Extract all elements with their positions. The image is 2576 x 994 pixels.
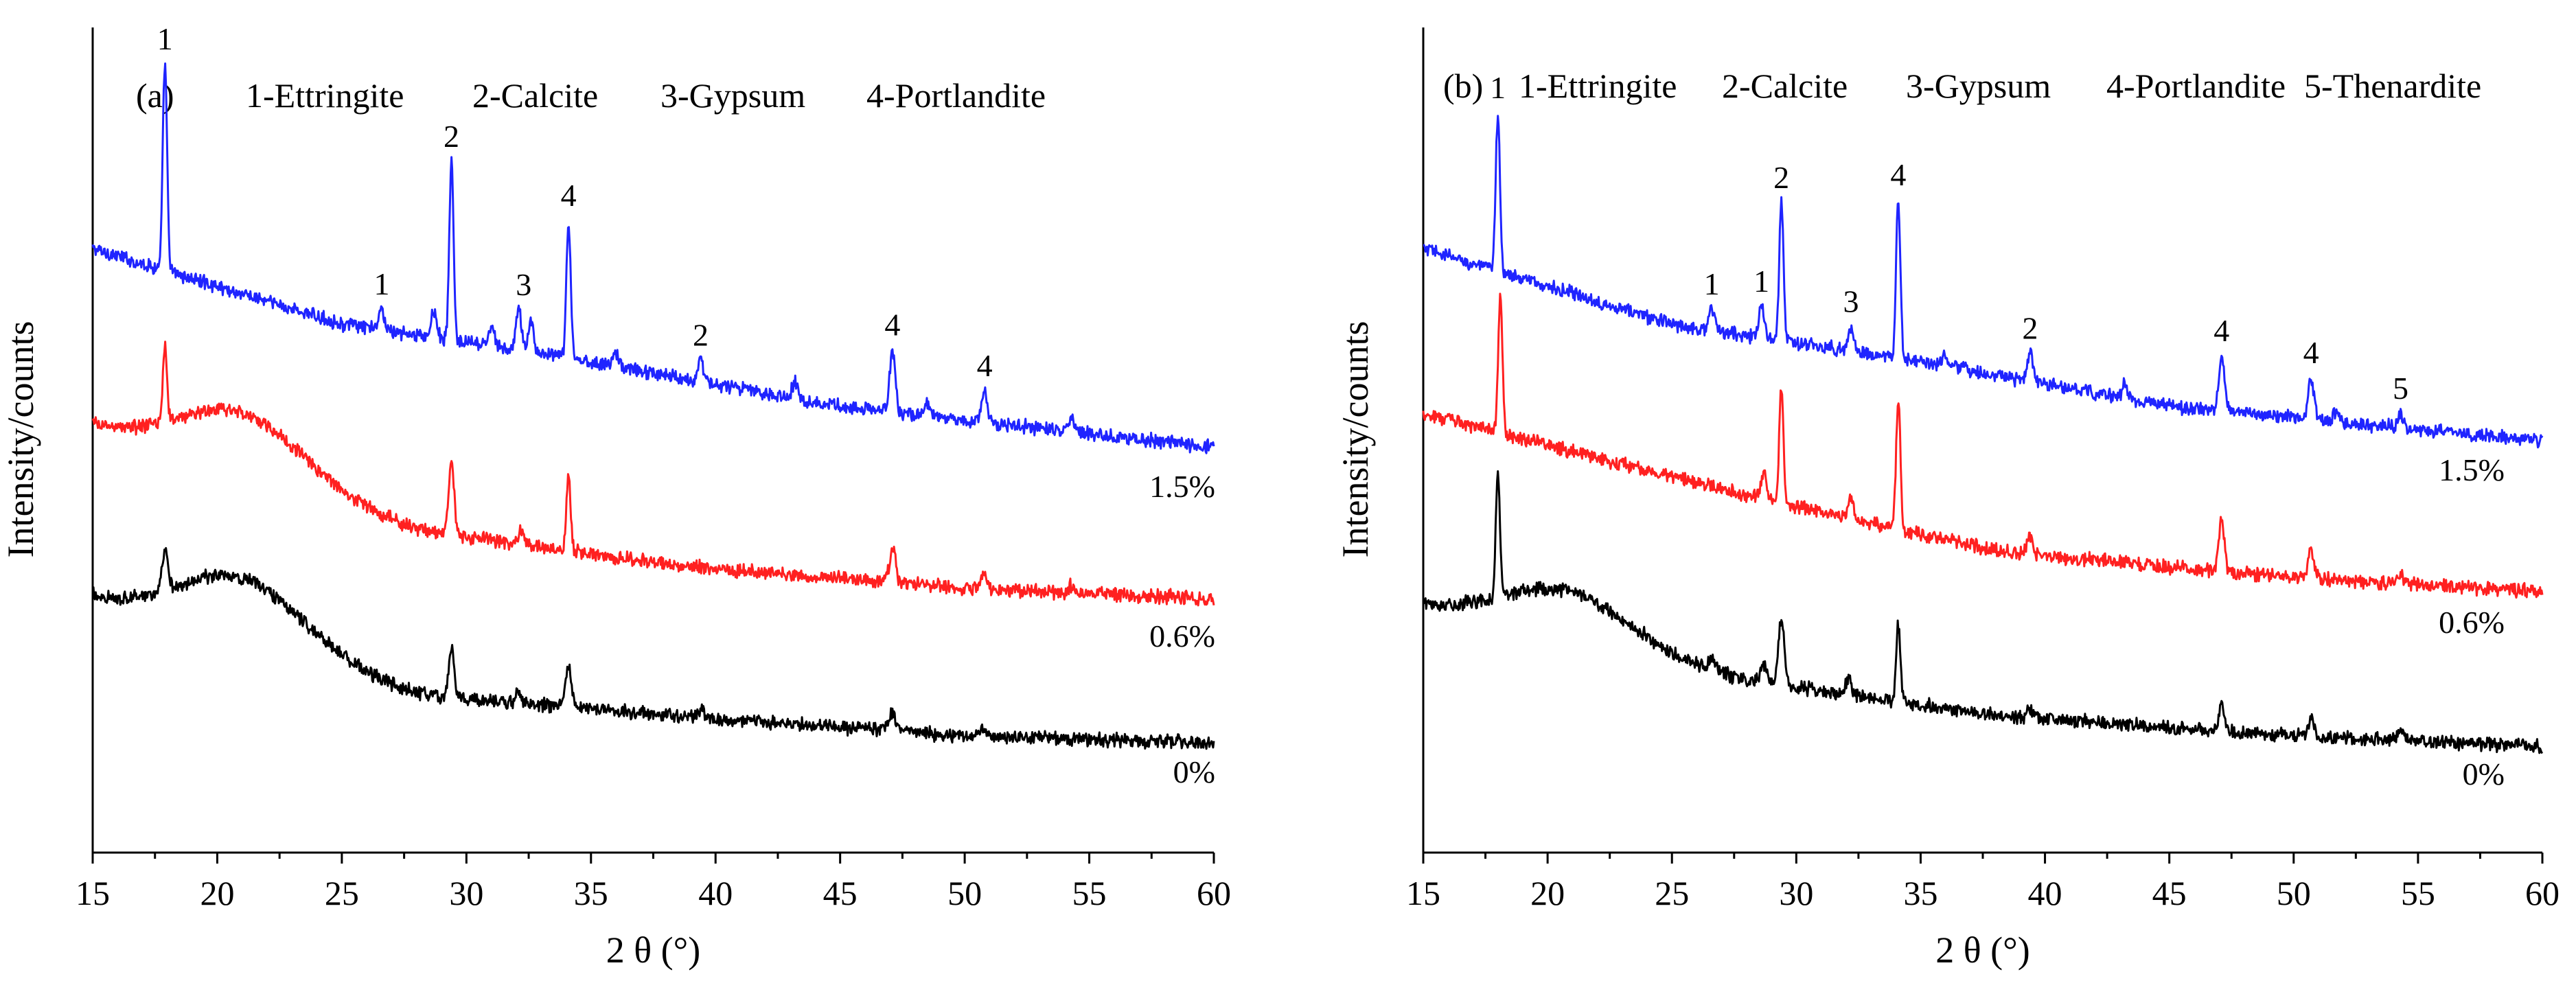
peak-label: 1 bbox=[1704, 266, 1720, 301]
peak-label: 4 bbox=[2303, 335, 2319, 370]
peak-label: 4 bbox=[2213, 313, 2229, 348]
x-tick-label: 20 bbox=[200, 874, 234, 912]
series-line-15pct bbox=[91, 62, 1215, 454]
legend-entry: 2-Calcite bbox=[1722, 67, 1848, 105]
peak-label: 4 bbox=[884, 307, 900, 342]
peak-label: 2 bbox=[1773, 160, 1789, 195]
series-label: 1.5% bbox=[2439, 452, 2505, 487]
peak-label: 1 bbox=[157, 21, 173, 56]
x-tick-label: 45 bbox=[2152, 874, 2187, 912]
series-line-0pct bbox=[1422, 470, 2544, 754]
x-tick-label: 15 bbox=[76, 874, 110, 912]
legend-entry: 3-Gypsum bbox=[1906, 67, 2051, 105]
x-tick-label: 40 bbox=[2028, 874, 2062, 912]
x-tick-label: 45 bbox=[823, 874, 858, 912]
x-tick-label: 30 bbox=[449, 874, 483, 912]
x-tick-label: 55 bbox=[1072, 874, 1107, 912]
series-line-0pct bbox=[91, 546, 1215, 750]
series-label: 0.6% bbox=[1149, 619, 1215, 654]
series-line-06pct bbox=[91, 340, 1215, 607]
peak-label: 4 bbox=[977, 348, 993, 383]
peak-label: 1 bbox=[1753, 264, 1769, 299]
x-tick-label: 55 bbox=[2401, 874, 2435, 912]
legend-entry: 1-Ettringite bbox=[246, 76, 404, 115]
legend-entry: 1-Ettringite bbox=[1519, 67, 1677, 105]
peak-label: 2 bbox=[693, 318, 709, 353]
legend-entry: 3-Gypsum bbox=[660, 76, 805, 115]
peak-label: 2 bbox=[444, 119, 459, 154]
peak-label: 1 bbox=[373, 266, 389, 301]
peak-label: 4 bbox=[561, 178, 577, 213]
series-label: 0% bbox=[2463, 756, 2505, 791]
legend-entry: 2-Calcite bbox=[472, 76, 598, 115]
x-tick-label: 15 bbox=[1406, 874, 1440, 912]
series-label: 1.5% bbox=[1149, 469, 1215, 504]
x-tick-label: 50 bbox=[2277, 874, 2311, 912]
y-axis-title: Intensity/counts bbox=[0, 321, 41, 558]
legend-entry: 4-Portlandite bbox=[866, 76, 1046, 115]
y-axis-title: Intensity/counts bbox=[1335, 321, 1376, 558]
x-tick-label: 20 bbox=[1530, 874, 1565, 912]
panel-label: (b) bbox=[1443, 67, 1483, 105]
series-line-15pct bbox=[1423, 115, 2544, 449]
legend-entry: 5-Thenardite bbox=[2304, 67, 2481, 105]
x-tick-label: 50 bbox=[947, 874, 982, 912]
series-line-06pct bbox=[1422, 292, 2544, 599]
peak-label: 3 bbox=[1843, 284, 1859, 319]
x-tick-label: 25 bbox=[325, 874, 359, 912]
peak-label: 3 bbox=[516, 267, 531, 302]
series-label: 0.6% bbox=[2439, 605, 2505, 640]
series-label: 0% bbox=[1173, 754, 1215, 789]
panel-a: 15 20 25 30 35 40 45 50 55 60 2 θ (°) Intensity/cou… bbox=[0, 21, 1231, 971]
x-tick-label: 40 bbox=[698, 874, 733, 912]
x-axis-title: 2 θ (°) bbox=[1935, 929, 2029, 971]
panel-label: (a) bbox=[136, 76, 174, 115]
peak-label: 2 bbox=[2022, 311, 2038, 346]
panel-b: 15 20 25 30 35 40 45 50 55 602 θ (°)Intensity/cou… bbox=[1335, 27, 2560, 971]
peak-label: 5 bbox=[2393, 371, 2408, 406]
x-axis-title: 2 θ (°) bbox=[606, 929, 700, 971]
peak-label: 1 bbox=[1490, 70, 1506, 105]
x-tick-label: 35 bbox=[574, 874, 608, 912]
x-tick-label: 25 bbox=[1655, 874, 1689, 912]
peak-label: 4 bbox=[1890, 157, 1906, 192]
x-tick-label: 60 bbox=[1197, 874, 1231, 912]
x-tick-label: 30 bbox=[1779, 874, 1813, 912]
legend-entry: 4-Portlandite bbox=[2106, 67, 2286, 105]
x-tick-label: 60 bbox=[2525, 874, 2560, 912]
x-tick-label: 35 bbox=[1903, 874, 1937, 912]
